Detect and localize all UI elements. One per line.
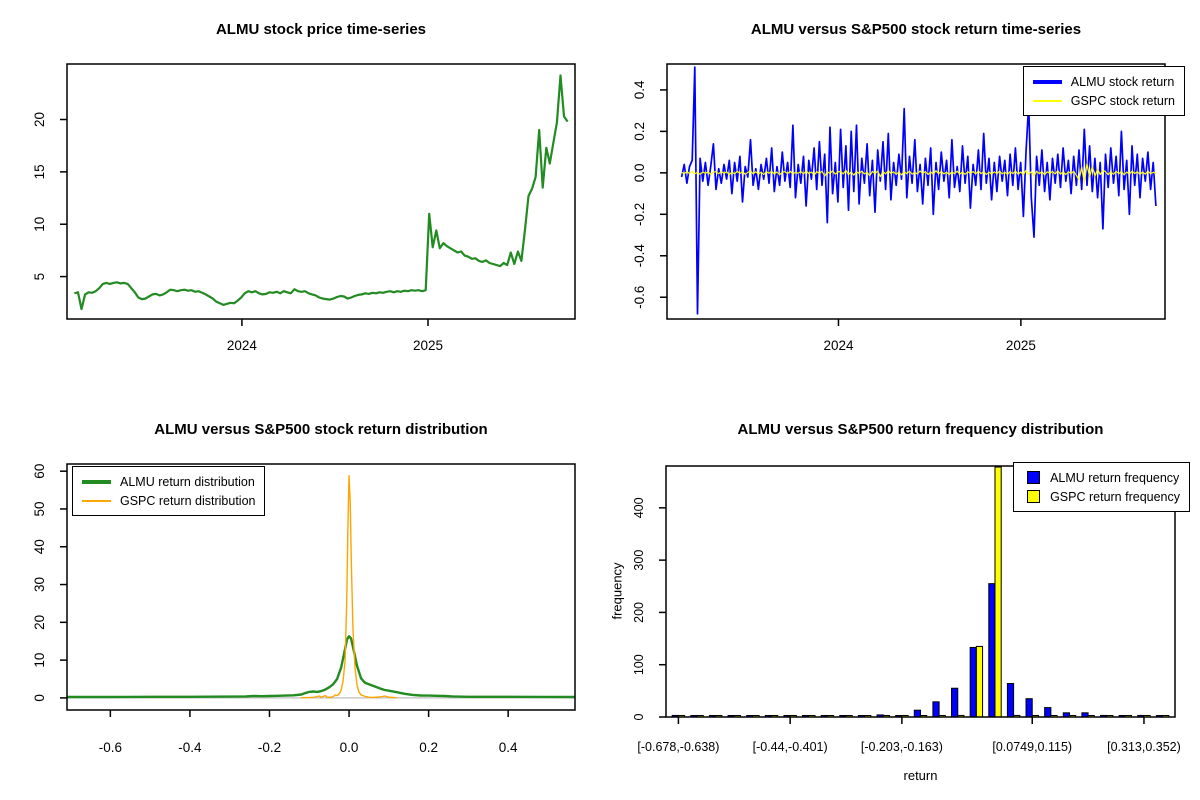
almu-distribution-line-swatch xyxy=(82,479,111,484)
histogram-chart-title: ALMU versus S&P500 return frequency dist… xyxy=(737,421,1104,438)
svg-text:200: 200 xyxy=(632,602,646,623)
returns-plot-area: 2024 2025 0.4 0.2 0.0 -0.2 -0.4 -0.6 xyxy=(632,63,1166,353)
gspc-frequency-square-swatch xyxy=(1027,490,1041,503)
density-legend: ALMU return distribution GSPC return dis… xyxy=(72,466,266,516)
legend-label: GSPC return distribution xyxy=(120,493,256,508)
svg-text:0.0: 0.0 xyxy=(632,163,647,182)
svg-text:50: 50 xyxy=(32,501,47,516)
gspc-return-line-swatch xyxy=(1032,99,1062,102)
svg-text:0.4: 0.4 xyxy=(499,740,518,755)
panel-return-timeseries: ALMU versus S&P500 stock return time-ser… xyxy=(600,0,1200,400)
svg-text:10: 10 xyxy=(32,653,47,668)
histogram-plot-area: [-0.678,-0.638) [-0.44,-0.401) [-0.203,-0.… xyxy=(632,465,1181,754)
legend-item-almu-distribution: ALMU return distribution xyxy=(82,472,255,491)
legend-item-gspc-frequency: GSPC return frequency xyxy=(1023,487,1180,506)
almu-return-line-swatch xyxy=(1032,79,1062,84)
svg-text:10: 10 xyxy=(32,217,47,232)
legend-label: ALMU return frequency xyxy=(1050,470,1180,485)
density-plot-area: -0.6 -0.4 -0.2 0.0 0.2 0.4 0 10 20 30 40 50 60 xyxy=(32,463,576,755)
svg-text:-0.2: -0.2 xyxy=(632,203,647,226)
legend-item-gspc-return: GSPC stock return xyxy=(1032,91,1175,110)
svg-text:0: 0 xyxy=(632,713,646,720)
svg-text:2024: 2024 xyxy=(227,338,258,353)
histogram-legend: ALMU return frequency GSPC return freque… xyxy=(1013,462,1190,512)
svg-text:15: 15 xyxy=(32,164,47,179)
svg-text:20: 20 xyxy=(32,615,47,630)
svg-text:[-0.44,-0.401): [-0.44,-0.401) xyxy=(753,740,828,754)
svg-text:2025: 2025 xyxy=(413,338,443,353)
svg-text:[-0.203,-0.163): [-0.203,-0.163) xyxy=(861,740,943,754)
svg-text:5: 5 xyxy=(32,273,47,281)
price-chart-title: ALMU stock price time-series xyxy=(215,21,427,38)
svg-text:400: 400 xyxy=(632,497,646,518)
svg-text:-0.6: -0.6 xyxy=(632,286,647,309)
svg-text:0.2: 0.2 xyxy=(632,122,647,141)
svg-text:2024: 2024 xyxy=(823,338,854,353)
legend-item-gspc-distribution: GSPC return distribution xyxy=(82,491,255,510)
almu-frequency-square-swatch xyxy=(1027,471,1041,484)
price-plot-area: 2024 2025 5 10 15 20 xyxy=(32,63,576,353)
svg-text:2025: 2025 xyxy=(1006,338,1036,353)
legend-label: GSPC return frequency xyxy=(1050,489,1180,504)
histogram-x-axis-label: return xyxy=(903,768,938,783)
legend-label: ALMU return distribution xyxy=(120,474,255,489)
svg-text:-0.6: -0.6 xyxy=(99,740,122,755)
legend-label: ALMU stock return xyxy=(1070,74,1175,89)
svg-text:-0.4: -0.4 xyxy=(632,244,647,268)
svg-text:-0.2: -0.2 xyxy=(258,740,281,755)
histogram-y-axis-label: frequency xyxy=(609,562,625,620)
returns-legend: ALMU stock return GSPC stock return xyxy=(1022,66,1185,116)
density-chart-title: ALMU versus S&P500 stock return distribu… xyxy=(154,421,488,438)
svg-text:60: 60 xyxy=(32,464,47,479)
legend-item-almu-frequency: ALMU return frequency xyxy=(1023,468,1180,487)
legend-item-almu-return: ALMU stock return xyxy=(1032,72,1175,91)
panel-return-frequency: ALMU versus S&P500 return frequency dist… xyxy=(600,400,1200,800)
returns-chart-title: ALMU versus S&P500 stock return time-ser… xyxy=(750,21,1082,38)
svg-text:-0.4: -0.4 xyxy=(178,740,202,755)
gspc-distribution-line-swatch xyxy=(82,499,111,502)
panel-price-timeseries: ALMU stock price time-series 2024 2025 5 10… xyxy=(0,0,600,400)
svg-text:0: 0 xyxy=(32,694,47,702)
svg-text:100: 100 xyxy=(632,654,646,675)
svg-text:40: 40 xyxy=(32,539,47,554)
svg-text:0.2: 0.2 xyxy=(419,740,438,755)
legend-label: GSPC stock return xyxy=(1070,93,1175,108)
svg-text:0.4: 0.4 xyxy=(632,80,647,99)
svg-text:20: 20 xyxy=(32,112,47,127)
svg-text:[-0.678,-0.638): [-0.678,-0.638) xyxy=(637,740,719,754)
svg-text:30: 30 xyxy=(32,577,47,592)
svg-text:300: 300 xyxy=(632,550,646,571)
svg-text:0.0: 0.0 xyxy=(340,740,359,755)
panel-return-distribution: ALMU versus S&P500 stock return distribu… xyxy=(0,400,600,800)
svg-text:[0.313,0.352): [0.313,0.352) xyxy=(1107,740,1181,754)
svg-text:[0.0749,0.115): [0.0749,0.115) xyxy=(992,740,1072,754)
